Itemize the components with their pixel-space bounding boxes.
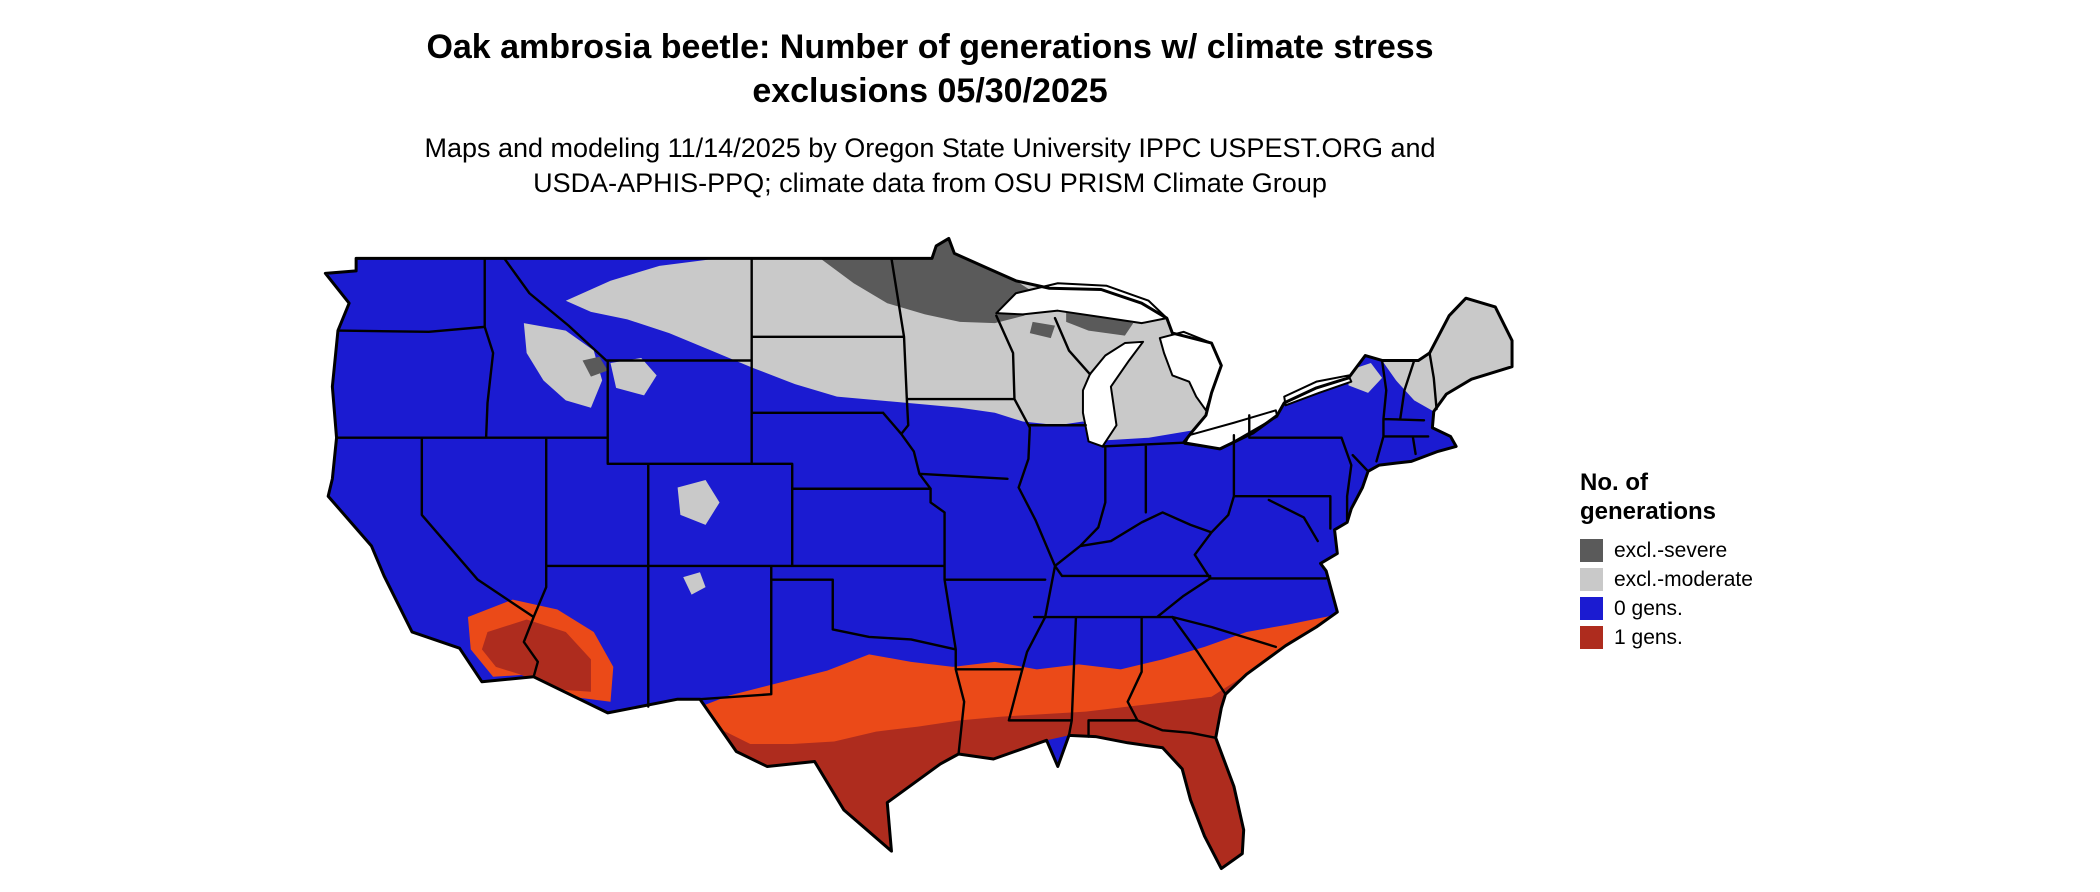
header: Oak ambrosia beetle: Number of generatio… [0, 26, 1860, 201]
region-excl-moderate-yellowstone [610, 358, 657, 396]
legend-swatch-one-gen [1580, 626, 1603, 650]
region-one-gen-southwest [481, 619, 591, 692]
legend-item: 1 gens. [1580, 626, 1753, 650]
region-excl-moderate-new-england [1382, 298, 1513, 412]
legend-item: 0 gens. [1580, 597, 1753, 621]
legend-title-line1: No. of [1580, 469, 1648, 496]
us-generations-map [310, 226, 1540, 886]
legend-swatch-excl-moderate [1580, 568, 1603, 592]
map-credits: Maps and modeling 11/14/2025 by Oregon S… [0, 131, 1860, 201]
region-one-gen-fringe-south [687, 614, 1338, 747]
subtitle-line1: Maps and modeling 11/14/2025 by Oregon S… [424, 133, 1436, 164]
page-title: Oak ambrosia beetle: Number of generatio… [0, 26, 1860, 113]
title-line1: Oak ambrosia beetle: Number of generatio… [426, 28, 1434, 66]
legend-swatch-zero-gens [1580, 597, 1603, 621]
legend-label: 0 gens. [1614, 596, 1683, 620]
us-map [310, 226, 1540, 886]
region-excl-moderate-colorado [677, 480, 720, 525]
subtitle-line2: USDA-APHIS-PPQ; climate data from OSU PR… [533, 168, 1327, 199]
map-legend: No. of generations excl.-severe excl.-mod… [1580, 468, 1753, 655]
region-excl-severe-wisconsin [1029, 321, 1055, 339]
region-excl-moderate-idaho [523, 323, 603, 408]
title-line2: exclusions 05/30/2025 [752, 71, 1108, 110]
legend-label: excl.-severe [1614, 538, 1728, 562]
legend-item: excl.-severe [1580, 539, 1753, 563]
region-excl-severe-upper-michigan [1066, 310, 1134, 336]
national-outline [325, 238, 1512, 868]
region-excl-moderate-new-mexico [683, 572, 706, 595]
lake-michigan [1083, 342, 1143, 447]
legend-swatch-excl-severe [1580, 539, 1603, 563]
legend-title: No. of generations [1580, 468, 1753, 527]
legend-item: excl.-moderate [1580, 568, 1753, 592]
legend-title-line2: generations [1580, 498, 1717, 526]
region-excl-severe-idaho [582, 356, 608, 377]
region-excl-moderate-adirondacks [1348, 362, 1383, 393]
region-one-gen-south [699, 674, 1247, 869]
legend-label: 1 gens. [1614, 625, 1683, 649]
legend-label: excl.-moderate [1614, 567, 1753, 591]
state-borders [337, 258, 1437, 754]
